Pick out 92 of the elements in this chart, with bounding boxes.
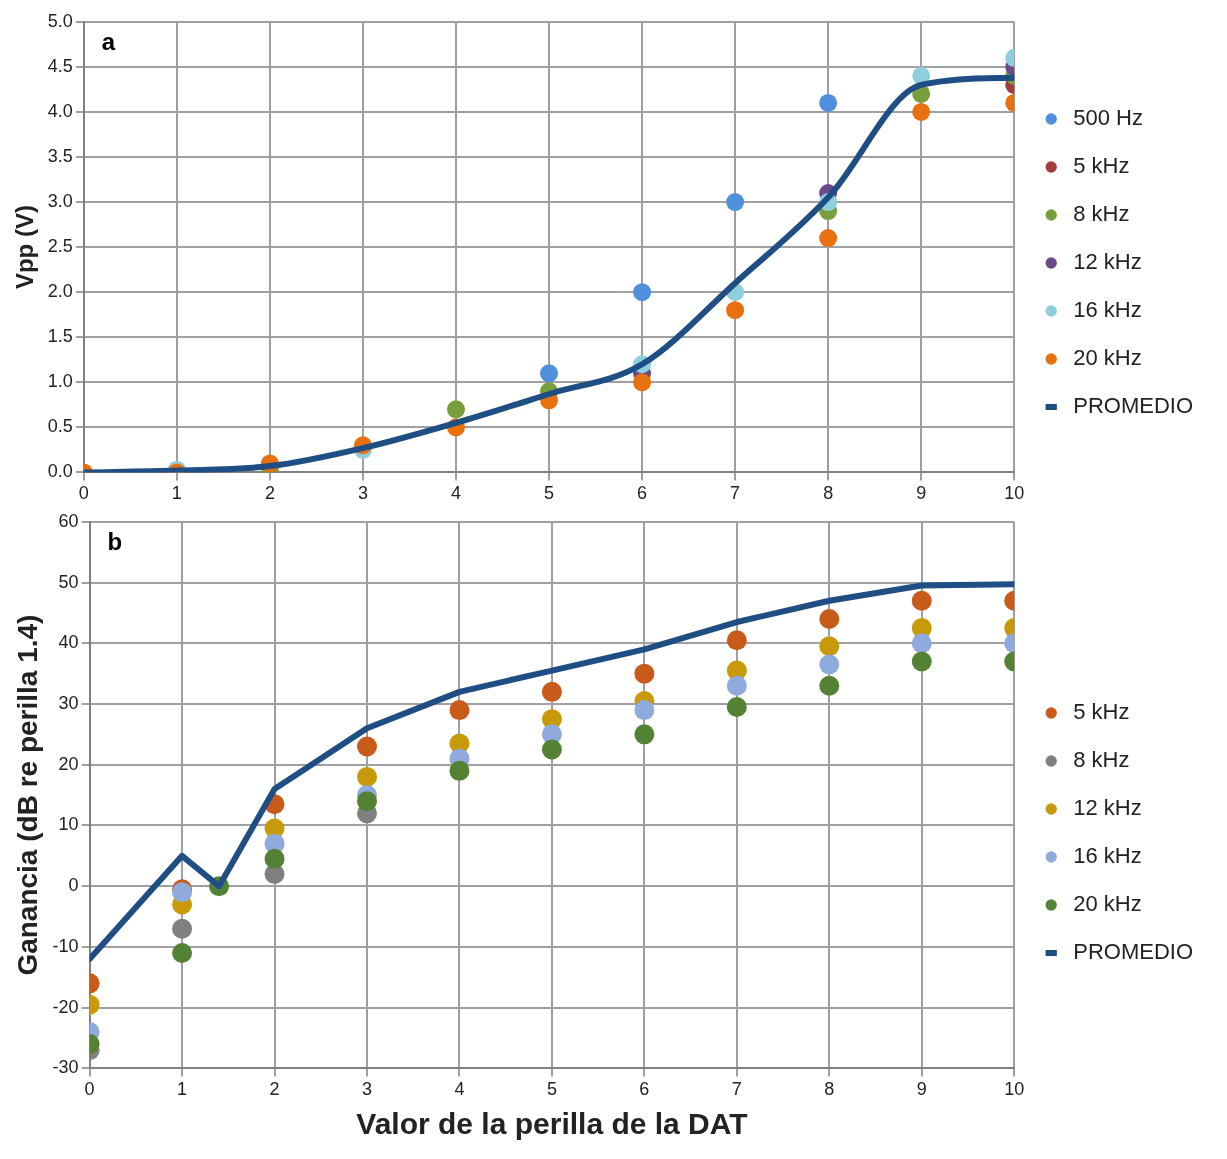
y-tick-label: 4.0 <box>47 100 73 121</box>
x-tick-label: 10 <box>1004 1079 1025 1100</box>
point <box>726 675 747 696</box>
x-tick-label: 8 <box>823 483 834 504</box>
x-tick-label: 4 <box>450 483 461 504</box>
annotation: b <box>107 528 123 556</box>
legend-label: 16 kHz <box>1073 297 1142 323</box>
y-tick-label: 40 <box>58 632 79 653</box>
point <box>357 791 377 812</box>
point <box>726 193 745 212</box>
x-tick-label: 3 <box>361 1079 372 1100</box>
y-tick-label: 50 <box>58 571 79 592</box>
legend-label: 8 kHz <box>1073 747 1130 773</box>
point <box>634 700 655 721</box>
point <box>449 760 470 781</box>
x-tick-label: 5 <box>544 483 555 504</box>
point <box>633 373 652 392</box>
y-tick-label: -30 <box>52 1057 79 1078</box>
point <box>634 724 655 745</box>
x-tick-label: 7 <box>731 1079 742 1100</box>
y-tick-label: 10 <box>58 814 79 835</box>
y-tick-label: 2.5 <box>47 236 73 257</box>
legend-label: 12 kHz <box>1073 249 1142 275</box>
point <box>819 93 838 112</box>
x-tick-label: 7 <box>730 483 741 504</box>
y-tick-label: 0.0 <box>47 461 73 482</box>
point <box>634 663 655 684</box>
x-axis-title: Valor de la perilla de la DAT <box>356 1107 748 1141</box>
x-tick-label: 5 <box>546 1079 557 1100</box>
point <box>172 943 193 964</box>
y-tick-label: 2.0 <box>47 281 73 302</box>
point <box>541 681 562 702</box>
point <box>264 848 285 869</box>
x-tick-label: 9 <box>916 483 927 504</box>
point <box>633 283 652 302</box>
point <box>819 636 840 657</box>
point <box>726 301 745 320</box>
y-axis-title: Vpp (V) <box>11 205 39 290</box>
point <box>819 654 840 675</box>
x-tick-label: 1 <box>177 1079 188 1100</box>
legend-label: PROMEDIO <box>1073 939 1194 965</box>
point <box>357 766 377 787</box>
legend-label: 5 kHz <box>1073 153 1130 179</box>
y-tick-label: 3.5 <box>47 145 73 166</box>
y-tick-label: 4.5 <box>47 55 73 76</box>
point <box>911 590 932 611</box>
point <box>172 918 193 939</box>
legend-label: 500 Hz <box>1073 105 1143 131</box>
x-tick-label: 10 <box>1004 483 1025 504</box>
point <box>726 697 747 718</box>
point <box>357 736 377 757</box>
y-tick-label: 1.5 <box>47 326 73 347</box>
point <box>819 675 840 696</box>
point <box>540 364 559 383</box>
legend-label: 16 kHz <box>1073 843 1142 869</box>
x-tick-label: 6 <box>639 1079 650 1100</box>
x-tick-label: 6 <box>637 483 648 504</box>
y-tick-label: 30 <box>58 692 79 713</box>
legend-label: 20 kHz <box>1073 891 1142 917</box>
legend-label: 8 kHz <box>1073 201 1130 227</box>
point <box>819 608 840 629</box>
y-tick-label: 60 <box>58 510 79 531</box>
point <box>911 651 932 672</box>
point <box>449 700 470 721</box>
point <box>726 630 747 651</box>
x-tick-label: 3 <box>357 483 368 504</box>
x-tick-label: 2 <box>269 1079 280 1100</box>
x-tick-label: 1 <box>171 483 182 504</box>
y-tick-label: 20 <box>58 753 79 774</box>
y-tick-label: 5.0 <box>47 10 73 31</box>
x-tick-label: 4 <box>454 1079 465 1100</box>
legend-label: 12 kHz <box>1073 795 1142 821</box>
y-tick-label: 0.5 <box>47 416 73 437</box>
x-tick-label: 0 <box>84 1079 95 1100</box>
point <box>541 739 562 760</box>
y-axis-title: Ganancia (dB re perilla 1.4) <box>11 614 43 976</box>
y-tick-label: -20 <box>52 996 79 1017</box>
legend-label: 5 kHz <box>1073 699 1130 725</box>
y-tick-label: 0 <box>68 875 79 896</box>
annotation: a <box>101 28 116 56</box>
y-tick-label: -10 <box>52 935 79 956</box>
legend-label: PROMEDIO <box>1073 393 1194 419</box>
point <box>911 633 932 654</box>
point <box>819 229 838 248</box>
point <box>912 102 931 121</box>
y-tick-label: 3.0 <box>47 191 73 212</box>
x-tick-label: 9 <box>916 1079 927 1100</box>
x-tick-label: 8 <box>824 1079 835 1100</box>
legend-label: 20 kHz <box>1073 345 1142 371</box>
x-tick-label: 2 <box>264 483 275 504</box>
point <box>446 400 465 419</box>
y-tick-label: 1.0 <box>47 371 73 392</box>
